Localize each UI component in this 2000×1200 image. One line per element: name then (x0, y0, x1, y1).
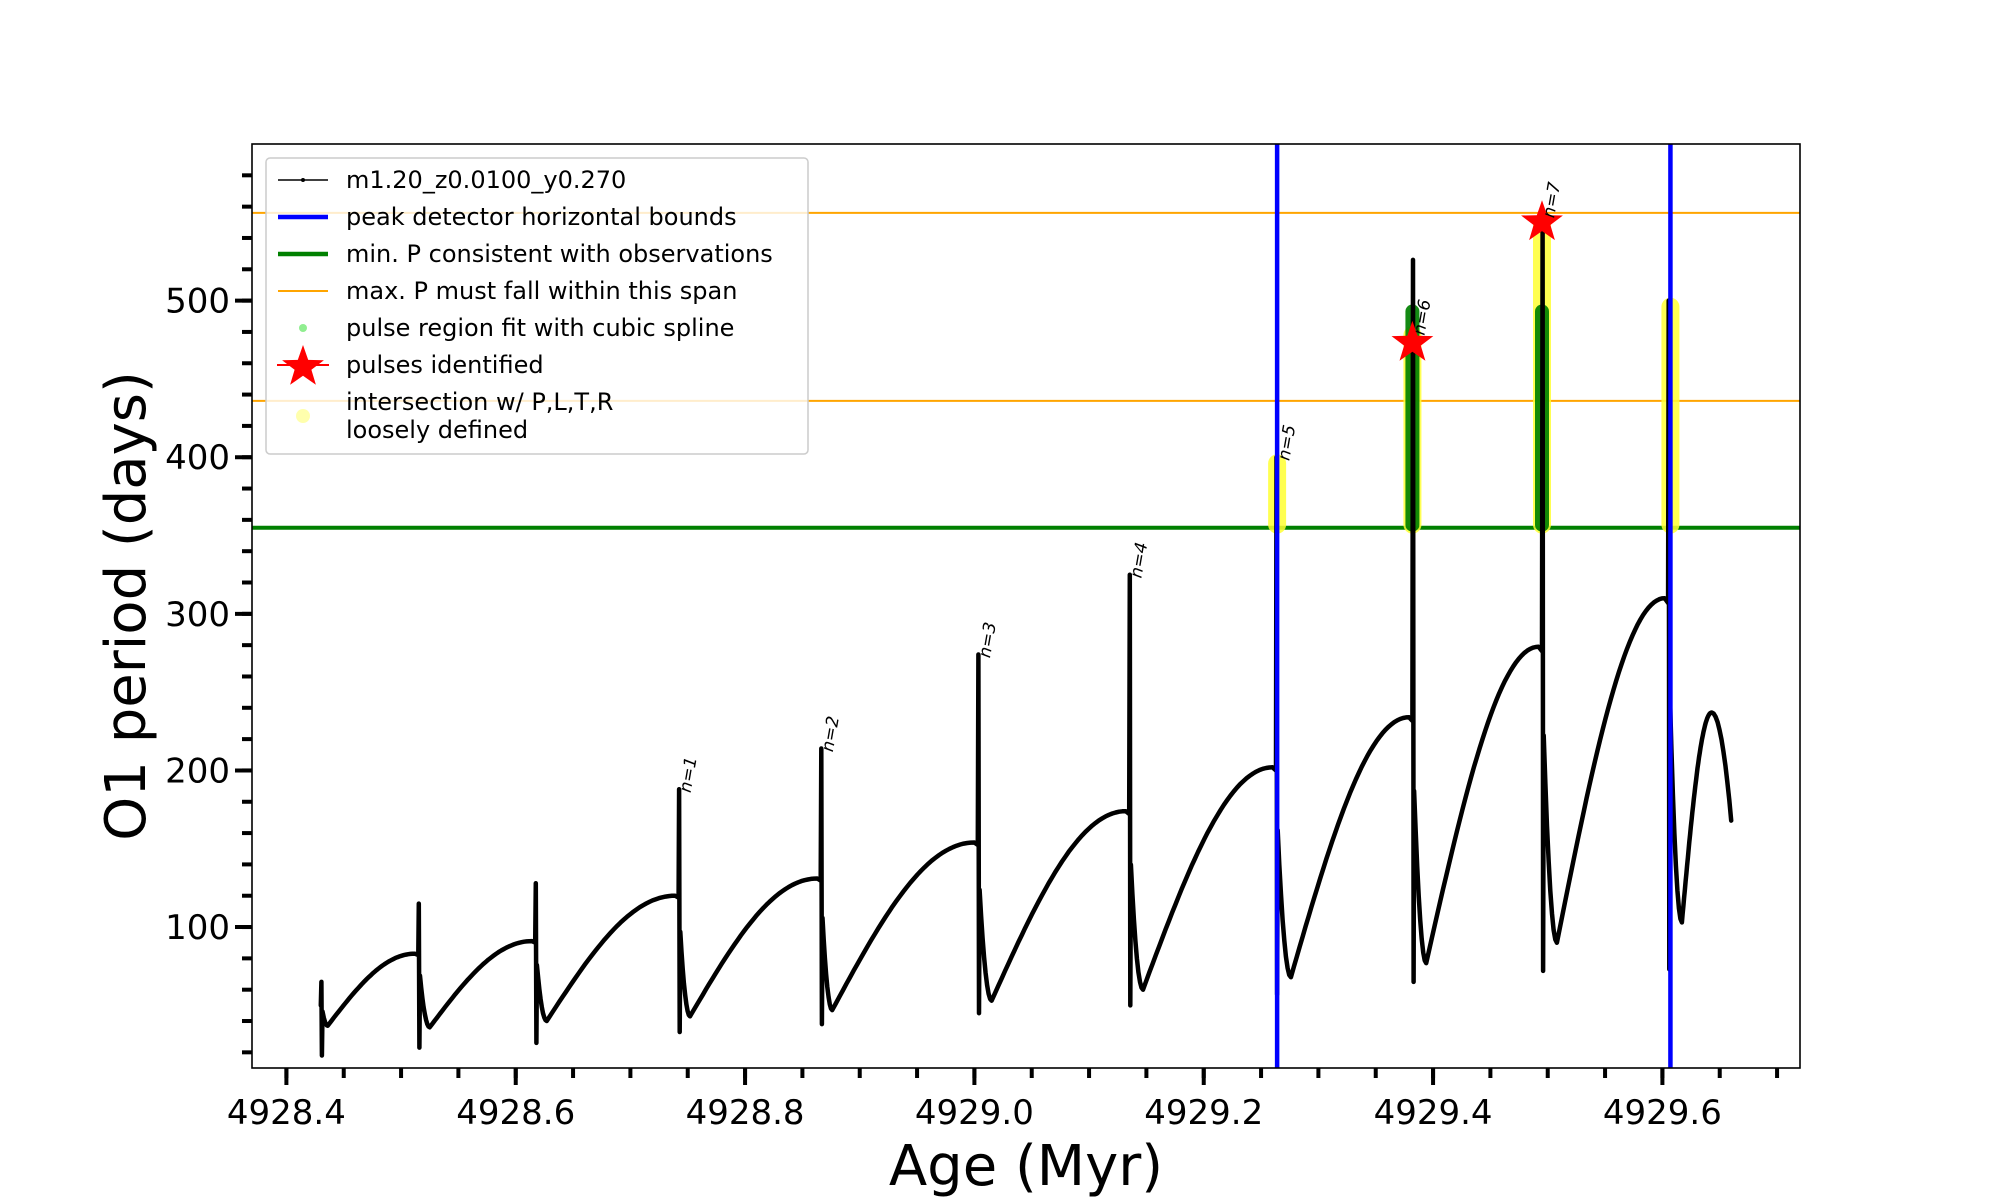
series-group (318, 220, 1734, 1058)
x-tick-label: 4928.6 (456, 1093, 575, 1133)
y-tick-label: 300 (165, 595, 230, 635)
legend-star-icon (282, 345, 324, 385)
x-tick-label: 4928.4 (227, 1093, 346, 1133)
legend-label: intersection w/ P,L,T,R (346, 388, 613, 416)
x-axis-ticks: 4928.4 4928.6 4928.8 4929.0 4929.2 4929.4 4929… (227, 1068, 1780, 1133)
legend-dot-icon (299, 324, 307, 332)
legend-label: m1.20_z0.0100_y0.270 (346, 166, 626, 194)
series-cycle-2 (532, 880, 681, 1046)
pulse-star-marker (1391, 320, 1434, 361)
x-tick-label: 4929.2 (1144, 1093, 1263, 1133)
y-tick-label: 100 (165, 908, 230, 948)
vertical-reference-lines (1274, 144, 1673, 1068)
pulse-stars (1391, 200, 1563, 361)
x-tick-label: 4929.0 (915, 1093, 1034, 1133)
series-cycle-4 (818, 746, 981, 1027)
series-cycle-3 (676, 786, 823, 1035)
x-tick-label: 4928.8 (686, 1093, 805, 1133)
series-cycle-5 (975, 652, 1132, 1016)
legend-label: pulses identified (346, 351, 544, 379)
x-tick-label: 4929.4 (1374, 1093, 1493, 1133)
legend-dot-icon (296, 409, 310, 423)
y-tick-label: 200 (165, 751, 230, 791)
legend-box (265, 157, 809, 455)
y-axis-ticks: 100 200 300 400 500 (165, 173, 252, 1055)
series-cycle-1 (416, 901, 538, 1050)
series-cycle-9 (1539, 220, 1671, 974)
legend-label: loosely defined (346, 416, 528, 444)
y-axis-label: O1 period (days) (94, 371, 159, 841)
series-cycle-10 (1665, 298, 1734, 972)
series-cycle-6 (1126, 572, 1279, 1008)
legend-label: peak detector horizontal bounds (346, 203, 737, 231)
series-cycle-8 (1410, 257, 1545, 985)
series-cycle-0 (318, 951, 421, 1058)
legend-label: min. P consistent with observations (346, 240, 773, 268)
series-cycle-7 (1273, 454, 1415, 997)
legend-marker-icon (301, 178, 305, 182)
x-tick-label: 4929.6 (1603, 1093, 1722, 1133)
legend-label: max. P must fall within this span (346, 277, 737, 305)
legend-label: pulse region fit with cubic spline (346, 314, 734, 342)
y-tick-label: 400 (165, 438, 230, 478)
y-tick-label: 500 (165, 282, 230, 322)
axes-frame (251, 143, 1801, 1069)
pulse-star-marker (1521, 200, 1563, 241)
x-axis-label: Age (Myr) (889, 1134, 1163, 1199)
